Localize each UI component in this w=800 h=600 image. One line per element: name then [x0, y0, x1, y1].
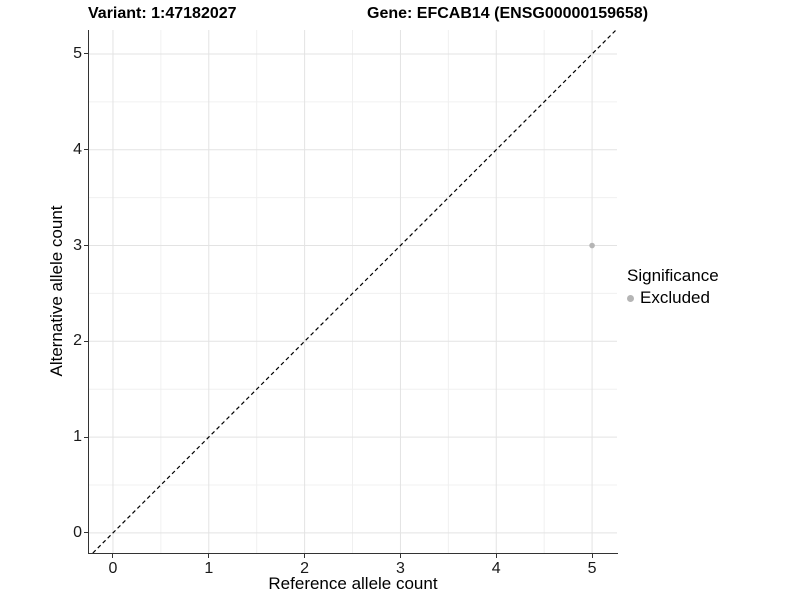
x-tick-mark — [304, 554, 306, 558]
x-tick-label: 5 — [587, 560, 597, 577]
identity-line — [92, 30, 617, 553]
x-tick-mark — [399, 554, 401, 558]
y-tick-label: 4 — [73, 140, 82, 158]
legend: Significance Excluded — [627, 265, 797, 308]
x-tick-label: 1 — [204, 560, 214, 577]
x-tick-label: 3 — [395, 560, 405, 577]
legend-title: Significance — [627, 266, 719, 285]
legend-item-excluded: Excluded — [627, 288, 797, 308]
plot-title-variant: Variant: 1:47182027 — [88, 5, 237, 22]
y-tick-label: 2 — [73, 332, 82, 350]
x-tick-label: 0 — [108, 560, 118, 577]
x-tick-mark — [591, 554, 593, 558]
x-tick-label: 2 — [300, 560, 310, 577]
x-axis-title: Reference allele count — [268, 574, 438, 593]
y-tick-mark — [84, 340, 88, 342]
y-tick-label: 5 — [73, 44, 82, 62]
y-tick-mark — [84, 149, 88, 151]
y-tick-mark — [84, 532, 88, 534]
y-tick-label: 3 — [73, 236, 82, 254]
plot-title-gene: Gene: EFCAB14 (ENSG00000159658) — [367, 5, 649, 22]
y-axis-line — [88, 30, 89, 554]
x-tick-mark — [208, 554, 210, 558]
y-tick-mark — [84, 436, 88, 438]
y-tick-label: 1 — [73, 428, 82, 446]
plot-canvas — [89, 30, 617, 553]
data-point — [589, 242, 595, 249]
plot-panel — [89, 30, 617, 553]
x-tick-mark — [495, 554, 497, 558]
legend-point-icon — [627, 294, 634, 302]
legend-item-label: Excluded — [640, 288, 710, 307]
y-axis-title: Alternative allele count — [47, 205, 66, 377]
y-tick-mark — [84, 53, 88, 55]
y-tick-label: 0 — [73, 523, 82, 541]
x-tick-mark — [112, 554, 114, 558]
x-tick-label: 4 — [491, 560, 501, 577]
x-axis-line — [88, 553, 618, 554]
y-tick-mark — [84, 245, 88, 247]
